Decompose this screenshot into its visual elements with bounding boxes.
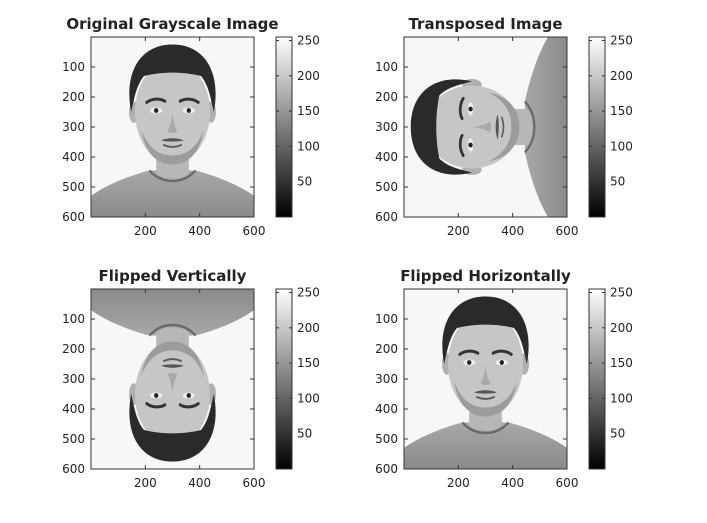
x-tick-label: 600: [243, 476, 266, 490]
y-tick-label: 400: [62, 402, 85, 416]
y-tick-label: 600: [375, 462, 398, 476]
colorbar-tick-label: 100: [610, 391, 633, 405]
x-tick-label: 400: [501, 476, 524, 490]
y-tick-label: 500: [375, 432, 398, 446]
portrait-image: [91, 289, 254, 469]
colorbar: [588, 288, 606, 470]
colorbar-tick-label: 200: [297, 69, 320, 83]
panel-transposed: Transposed Image 200 400 600 100 200 300 400 500…: [375, 15, 633, 238]
panel-title: Flipped Horizontally: [400, 267, 571, 285]
x-tick-label: 400: [501, 224, 524, 238]
y-tick-label: 100: [62, 60, 85, 74]
colorbar-tick-label: 50: [610, 175, 625, 189]
colorbar-tick-label: 250: [610, 286, 633, 300]
y-tick-label: 400: [375, 150, 398, 164]
y-tick-label: 100: [375, 60, 398, 74]
x-tick-label: 400: [188, 476, 211, 490]
portrait-image: [91, 37, 254, 217]
panel-flipped-vertical: Flipped Vertically 200 400 600 100 200 300 400 5…: [62, 267, 320, 490]
colorbar-tick-label: 200: [610, 69, 633, 83]
y-tick-label: 600: [375, 210, 398, 224]
x-tick-label: 400: [188, 224, 211, 238]
colorbar-tick-label: 250: [610, 34, 633, 48]
y-tick-label: 200: [375, 90, 398, 104]
y-tick-label: 600: [62, 210, 85, 224]
panel-title: Flipped Vertically: [99, 267, 247, 285]
panel-flipped-horizontal: Flipped Horizontally 200 400 600 100 200 300 40…: [375, 267, 633, 490]
colorbar-tick-label: 100: [610, 139, 633, 153]
y-tick-label: 500: [62, 180, 85, 194]
y-tick-label: 600: [62, 462, 85, 476]
y-tick-label: 200: [62, 342, 85, 356]
colorbar-tick-label: 50: [297, 175, 312, 189]
colorbar-tick-label: 150: [610, 104, 633, 118]
portrait-image: [404, 37, 567, 217]
colorbar: [275, 36, 293, 218]
panel-title: Original Grayscale Image: [66, 15, 278, 33]
y-tick-label: 300: [62, 372, 85, 386]
colorbar-tick-label: 150: [297, 104, 320, 118]
colorbar-tick-label: 100: [297, 391, 320, 405]
x-tick-label: 200: [134, 224, 157, 238]
colorbar-tick-label: 150: [610, 356, 633, 370]
portrait-image: [404, 289, 567, 469]
y-tick-label: 500: [62, 432, 85, 446]
colorbar: [275, 288, 293, 470]
x-tick-label: 600: [556, 476, 579, 490]
x-tick-label: 200: [447, 476, 470, 490]
x-tick-label: 200: [447, 224, 470, 238]
colorbar-tick-label: 50: [297, 427, 312, 441]
y-tick-label: 100: [62, 312, 85, 326]
colorbar-tick-label: 100: [297, 139, 320, 153]
colorbar: [588, 36, 606, 218]
y-tick-label: 300: [375, 120, 398, 134]
colorbar-tick-label: 50: [610, 427, 625, 441]
panel-original: Original Grayscale Image 200 400 600 100 200 3…: [62, 15, 320, 238]
panel-title: Transposed Image: [408, 15, 562, 33]
y-tick-label: 300: [375, 372, 398, 386]
y-tick-label: 400: [375, 402, 398, 416]
y-tick-label: 300: [62, 120, 85, 134]
x-tick-label: 200: [134, 476, 157, 490]
colorbar-tick-label: 250: [297, 34, 320, 48]
colorbar-tick-label: 250: [297, 286, 320, 300]
y-tick-label: 200: [375, 342, 398, 356]
colorbar-tick-label: 200: [610, 321, 633, 335]
y-tick-label: 400: [62, 150, 85, 164]
colorbar-tick-label: 150: [297, 356, 320, 370]
x-tick-label: 600: [243, 224, 266, 238]
y-tick-label: 100: [375, 312, 398, 326]
colorbar-tick-label: 200: [297, 321, 320, 335]
y-tick-label: 200: [62, 90, 85, 104]
y-tick-label: 500: [375, 180, 398, 194]
x-tick-label: 600: [556, 224, 579, 238]
